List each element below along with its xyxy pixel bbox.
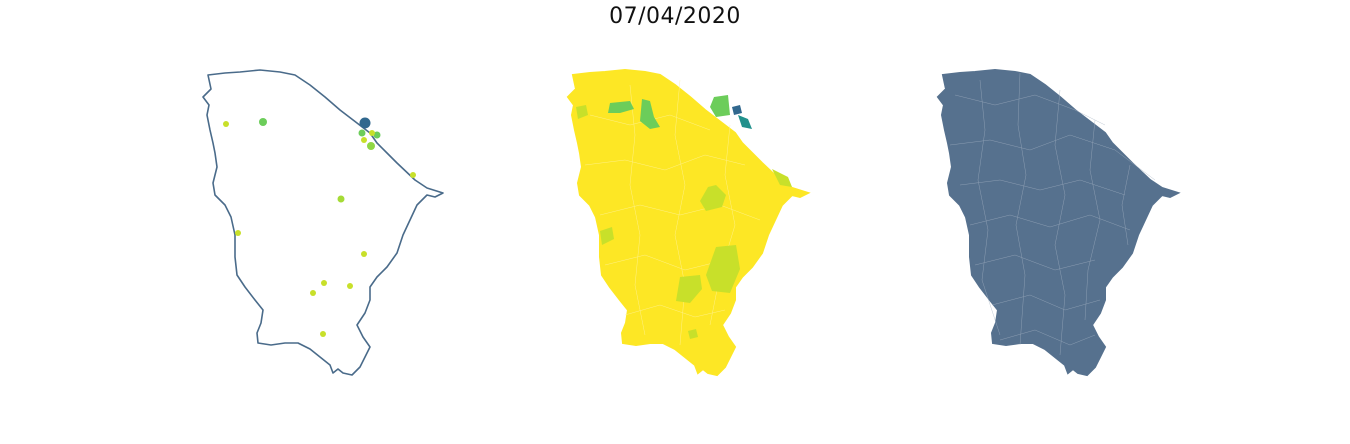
case-points-map-svg [202,69,444,376]
state-outline [202,69,444,376]
case-point [369,130,375,136]
case-point [359,117,371,129]
case-point [259,118,267,126]
case-point [373,131,381,139]
region-high [732,105,742,115]
region-mid-high [738,115,752,129]
region-low [706,245,740,293]
case-point [223,121,229,127]
figure-title: 07/04/2020 [609,4,741,29]
case-point [361,137,367,143]
region-low [600,227,614,245]
case-points-map [165,55,505,395]
case-point [367,142,375,150]
state-fill [937,69,1179,376]
region-low [700,185,726,211]
case-point [310,290,316,296]
case-point [347,283,353,289]
municipality-boundaries-map [900,55,1240,395]
region-low [676,275,702,303]
municipalities-map-svg [937,69,1179,376]
region-mid [640,99,660,129]
case-point [361,251,367,257]
region-mid [710,95,730,117]
choropleth-map-svg [567,69,809,376]
state-fill [567,69,809,376]
region-low [576,105,588,119]
municipality-borders [949,72,1156,356]
case-point [358,129,366,137]
region-low [688,329,698,339]
case-point [235,230,241,236]
case-point [410,172,416,178]
region-low [772,169,792,187]
region-mid [608,101,634,113]
municipality-choropleth-map [530,55,870,395]
case-point [337,195,345,203]
case-point [320,331,326,337]
case-point [321,280,327,286]
